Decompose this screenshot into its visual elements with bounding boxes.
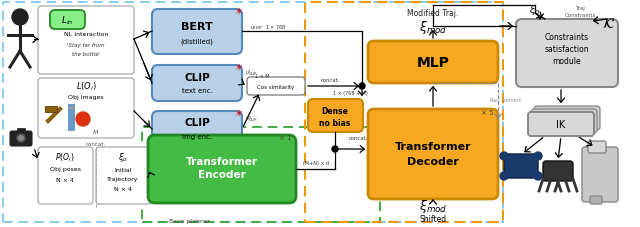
- Text: CLIP: CLIP: [184, 118, 210, 127]
- FancyBboxPatch shape: [543, 161, 573, 181]
- Text: *: *: [236, 7, 242, 20]
- Text: concat.: concat.: [348, 135, 367, 140]
- FancyBboxPatch shape: [10, 131, 32, 146]
- Text: 1 × M: 1 × M: [255, 73, 269, 78]
- FancyBboxPatch shape: [531, 109, 597, 133]
- FancyBboxPatch shape: [152, 66, 242, 101]
- Text: × 1: × 1: [278, 134, 291, 140]
- Text: the bottle': the bottle': [72, 51, 100, 56]
- FancyBboxPatch shape: [96, 147, 151, 204]
- Text: Decoder: Decoder: [407, 156, 459, 166]
- Text: (distilled): (distilled): [180, 39, 213, 45]
- Text: *: *: [236, 62, 242, 75]
- Circle shape: [76, 113, 90, 126]
- Text: (M+N) × d: (M+N) × d: [303, 160, 329, 165]
- Circle shape: [19, 136, 23, 141]
- FancyBboxPatch shape: [534, 106, 600, 131]
- Text: no bias: no bias: [319, 119, 351, 128]
- Text: MLP: MLP: [417, 56, 449, 70]
- Text: $\mathcal{K}$: $\mathcal{K}$: [602, 17, 614, 31]
- Text: N × 4: N × 4: [56, 177, 74, 182]
- Text: 'Stay far from: 'Stay far from: [67, 42, 105, 47]
- FancyBboxPatch shape: [152, 10, 242, 55]
- Text: Constraints: Constraints: [564, 12, 596, 17]
- FancyBboxPatch shape: [516, 20, 618, 88]
- Text: Modified Traj.: Modified Traj.: [407, 8, 459, 17]
- Bar: [17, 128, 25, 131]
- Circle shape: [534, 172, 542, 180]
- Text: $\xi_o$: $\xi_o$: [529, 3, 541, 17]
- Text: $\xi_{mod}$: $\xi_{mod}$: [419, 18, 447, 35]
- Text: Constraints: Constraints: [545, 33, 589, 42]
- FancyBboxPatch shape: [582, 147, 618, 202]
- Text: Base planner: Base planner: [170, 219, 211, 224]
- Text: N × 4: N × 4: [114, 187, 132, 192]
- FancyBboxPatch shape: [504, 154, 538, 178]
- Text: Shifted: Shifted: [419, 215, 447, 224]
- Text: Obj poses: Obj poses: [49, 167, 81, 172]
- FancyBboxPatch shape: [38, 7, 134, 75]
- Text: text enc.: text enc.: [182, 88, 212, 94]
- Text: Trajectory: Trajectory: [108, 177, 139, 182]
- FancyBboxPatch shape: [368, 42, 498, 84]
- Text: Cos similarity: Cos similarity: [257, 84, 294, 89]
- Bar: [45, 106, 57, 113]
- Text: Traj: Traj: [575, 5, 585, 10]
- FancyBboxPatch shape: [528, 113, 594, 136]
- Text: $\upsilon^v_{CLIP}$: $\upsilon^v_{CLIP}$: [245, 114, 258, 123]
- FancyBboxPatch shape: [247, 78, 305, 96]
- Circle shape: [332, 146, 338, 152]
- Text: concat.: concat.: [86, 142, 106, 147]
- Text: $\upsilon_{BERT}$  1 × 768: $\upsilon_{BERT}$ 1 × 768: [250, 23, 286, 32]
- FancyBboxPatch shape: [152, 111, 242, 147]
- Text: $L(O_i)$: $L(O_i)$: [76, 80, 97, 93]
- Text: $P(O_i)$: $P(O_i)$: [55, 151, 75, 163]
- Text: Res. connect: Res. connect: [490, 97, 521, 102]
- FancyBboxPatch shape: [50, 11, 85, 30]
- Circle shape: [359, 84, 365, 90]
- FancyBboxPatch shape: [38, 79, 134, 138]
- Text: Initial: Initial: [115, 167, 132, 172]
- Text: Transformer: Transformer: [395, 141, 471, 151]
- Text: BERT: BERT: [181, 22, 213, 32]
- Circle shape: [534, 152, 542, 160]
- Text: $\xi_{mod}$: $\xi_{mod}$: [419, 198, 447, 215]
- FancyBboxPatch shape: [588, 141, 606, 153]
- Text: Transformer: Transformer: [186, 156, 258, 166]
- Text: M: M: [93, 129, 99, 134]
- Text: $L_{in}$: $L_{in}$: [61, 15, 73, 27]
- Text: Obj images: Obj images: [68, 94, 104, 99]
- Circle shape: [12, 10, 28, 26]
- FancyBboxPatch shape: [590, 196, 602, 204]
- Text: NL interaction: NL interaction: [64, 31, 108, 36]
- Circle shape: [500, 152, 508, 160]
- Text: concat.: concat.: [321, 78, 340, 83]
- Text: IK: IK: [556, 119, 566, 129]
- Circle shape: [17, 134, 25, 142]
- Bar: [305, 3, 503, 222]
- Text: CLIP: CLIP: [184, 73, 210, 83]
- Text: module: module: [553, 57, 581, 66]
- Text: $\xi_o$: $\xi_o$: [118, 151, 128, 164]
- FancyBboxPatch shape: [38, 147, 93, 204]
- Text: × 5: × 5: [481, 109, 493, 116]
- FancyBboxPatch shape: [368, 109, 498, 199]
- FancyBboxPatch shape: [148, 135, 296, 203]
- Circle shape: [500, 172, 508, 180]
- Bar: [142, 127, 380, 222]
- Text: Encoder: Encoder: [198, 169, 246, 179]
- Text: satisfaction: satisfaction: [545, 45, 589, 54]
- Text: *: *: [236, 108, 242, 121]
- FancyBboxPatch shape: [308, 100, 363, 132]
- Text: img enc.: img enc.: [182, 133, 212, 139]
- Text: $\upsilon^l_{CLIP}$: $\upsilon^l_{CLIP}$: [245, 67, 258, 78]
- Text: Dense: Dense: [321, 107, 348, 116]
- Bar: [3, 3, 503, 222]
- Bar: [69, 106, 73, 109]
- Text: 1 × (768 + M): 1 × (768 + M): [333, 91, 367, 96]
